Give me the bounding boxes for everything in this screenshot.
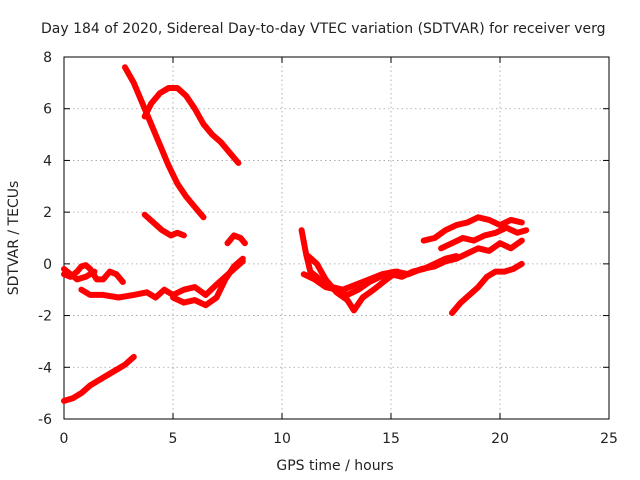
- series-arc-1: [61, 353, 137, 404]
- y-tick-labels: -6 -4 -2 0 2 4 6 8: [38, 50, 52, 428]
- series-arc-4: [78, 258, 246, 301]
- axis-ticks: [63, 56, 610, 420]
- series-group: [61, 64, 530, 404]
- x-tick-label: 15: [382, 431, 400, 447]
- series-arc-6: [122, 64, 207, 221]
- x-tick-labels: 0 5 10 15 20 25: [60, 431, 618, 447]
- series-arc-12: [305, 253, 401, 314]
- y-tick-label: 8: [43, 50, 52, 66]
- series-arc-5: [170, 255, 246, 309]
- series-arc-3: [61, 266, 98, 283]
- y-tick-label: -2: [38, 309, 52, 325]
- series-arc-8: [141, 211, 187, 239]
- x-tick-label: 20: [491, 431, 509, 447]
- y-tick-label: 2: [43, 205, 52, 221]
- x-tick-label: 25: [600, 431, 618, 447]
- series-arc-2: [61, 262, 126, 285]
- y-tick-label: 4: [43, 153, 52, 169]
- x-tick-label: 0: [60, 431, 69, 447]
- x-tick-label: 5: [169, 431, 178, 447]
- chart-title: Day 184 of 2020, Sidereal Day-to-day VTE…: [41, 21, 606, 37]
- y-tick-label: -6: [38, 412, 52, 428]
- series-arc-10: [298, 227, 525, 293]
- plot-frame: [63, 56, 610, 420]
- y-tick-label: -4: [38, 360, 52, 376]
- series-arc-9: [224, 232, 248, 247]
- grid: [64, 57, 609, 419]
- y-axis-label: SDTVAR / TECUs: [6, 181, 22, 296]
- y-tick-label: 0: [43, 257, 52, 273]
- y-tick-label: 6: [43, 102, 52, 118]
- series-arc-13: [420, 214, 525, 244]
- series-arc-7: [141, 85, 242, 166]
- x-tick-label: 10: [273, 431, 291, 447]
- series-arc-14: [438, 224, 530, 252]
- x-axis-label: GPS time / hours: [276, 458, 393, 474]
- series-arc-15: [449, 260, 525, 316]
